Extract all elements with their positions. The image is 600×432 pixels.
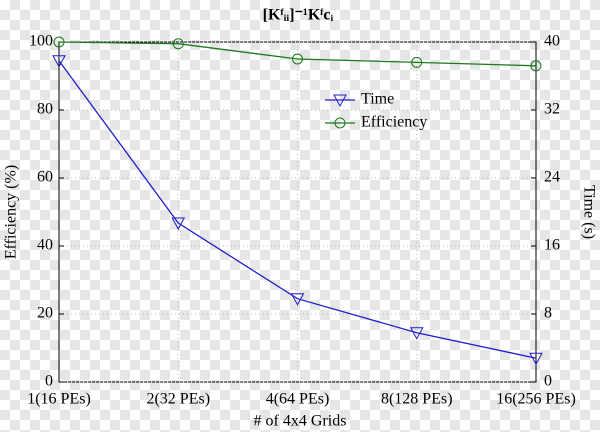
y2-tick-label: 8 — [544, 305, 552, 322]
y-tick-label: 60 — [37, 169, 53, 186]
y2-axis-label: Time (s) — [580, 185, 597, 239]
x-tick-label: 1(16 PEs) — [27, 391, 91, 408]
legend-marker — [333, 94, 347, 108]
series-line — [58, 60, 537, 359]
y2-tick-label: 24 — [544, 169, 560, 186]
data-point — [409, 327, 424, 340]
legend-label: Efficiency — [361, 114, 427, 131]
data-point — [53, 36, 65, 48]
x-tick-label: 8(128 PEs) — [381, 391, 453, 408]
x-tick-label: 16(256 PEs) — [496, 391, 576, 408]
y2-tick-label: 32 — [544, 101, 560, 118]
data-point — [171, 217, 186, 231]
data-point — [172, 38, 184, 50]
data-point — [529, 352, 543, 366]
x-tick-label: 2(32 PEs) — [146, 391, 210, 408]
y-tick-label: 80 — [37, 101, 53, 118]
y2-tick-label: 40 — [544, 33, 560, 50]
y-axis-label: Efficiency (%) — [3, 165, 20, 259]
data-point — [530, 60, 542, 72]
legend-label: Time — [361, 91, 394, 108]
y-tick-label: 0 — [45, 373, 53, 390]
data-point — [290, 293, 305, 306]
x-tick-label: 4(64 PEs) — [266, 391, 330, 408]
data-point — [52, 55, 66, 68]
x-axis-label: # of 4x4 Grids — [254, 413, 347, 430]
series-line — [58, 41, 537, 67]
chart-title: [Kᶠᵢᵢ]⁻¹Kᶠcᵢ — [263, 7, 334, 24]
y2-tick-label: 0 — [544, 373, 552, 390]
y-tick-label: 40 — [37, 237, 53, 254]
data-point — [292, 53, 303, 65]
legend-marker — [334, 117, 346, 129]
y-tick-label: 20 — [37, 305, 53, 322]
y2-tick-label: 16 — [544, 237, 560, 254]
data-point — [411, 56, 423, 68]
y-tick-label: 100 — [29, 33, 53, 50]
